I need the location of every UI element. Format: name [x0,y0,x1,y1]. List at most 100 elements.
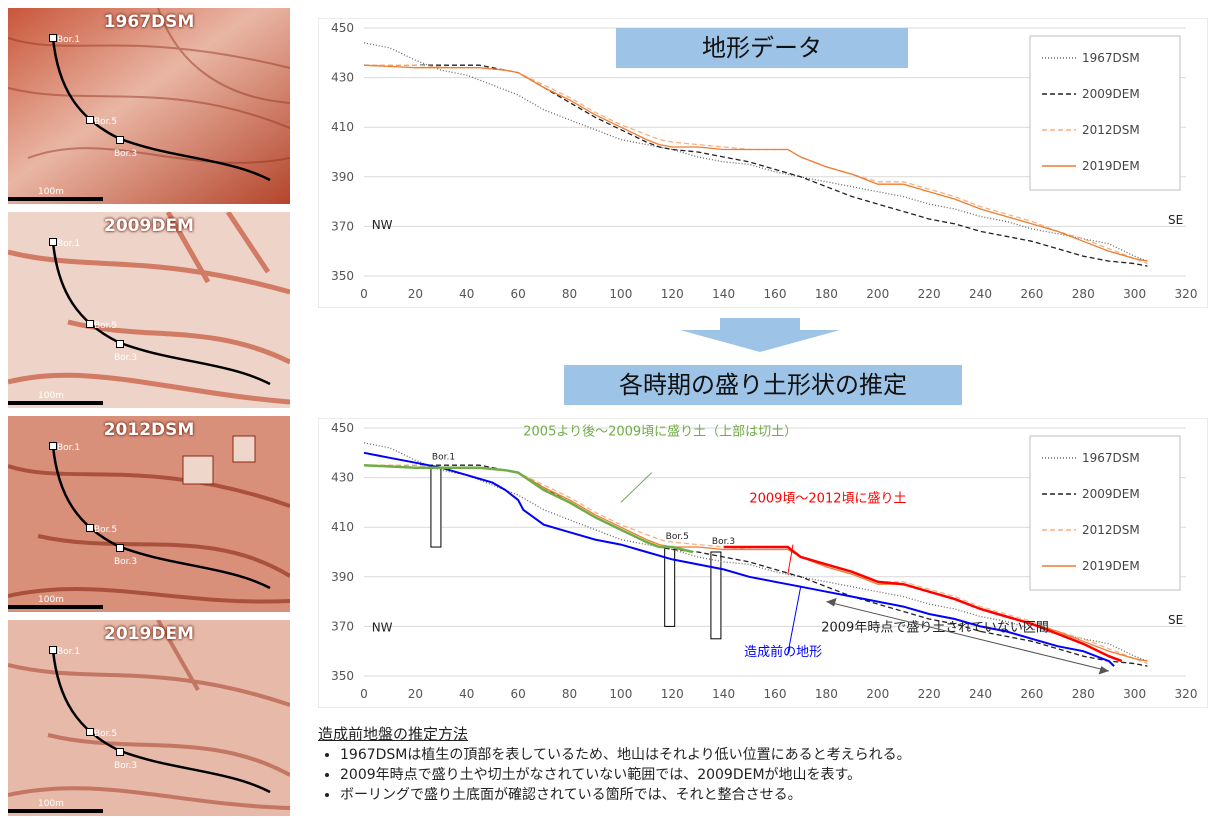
x-tick-label: 120 [661,687,684,701]
legend-label: 2009DEM [1082,487,1140,501]
boring-marker [49,34,57,42]
map-title: 2012DSM [103,420,195,440]
boring-label: Bor.1 [57,35,80,45]
x-tick-label: 160 [764,287,787,301]
x-tick-label: 240 [969,287,992,301]
map-title: 2009DEM [104,216,194,236]
series-line [363,442,1148,662]
arrow-head-icon [826,597,837,607]
y-tick-label: 450 [331,21,354,35]
x-tick-label: 240 [969,687,992,701]
legend-label: 2019DEM [1082,559,1140,573]
boring-marker [116,544,124,552]
method-list: 1967DSMは植生の頂部を表しているため、地山はそれより低い位置にあると考えら… [318,746,1198,805]
y-tick-label: 410 [331,120,354,134]
legend-box [1029,435,1181,591]
boring-box [430,467,442,548]
chart-title-terrain: 地形データ [616,28,908,68]
annotation-label: NW [372,218,393,232]
legend-label: 1967DSM [1082,451,1140,465]
x-tick-label: 200 [866,287,889,301]
boring-marker [116,748,124,756]
relief-map-2019: Bor.1 Bor.5 Bor.3 100m 2019DEM [8,620,290,816]
annotation-leader [787,586,802,654]
boring-marker [49,646,57,654]
map-title: 1967DSM [103,12,195,32]
annotation-label: 造成前の地形 [744,644,822,660]
x-tick-label: 260 [1020,287,1043,301]
boring-label: Bor.5 [94,321,117,331]
y-tick-label: 450 [331,421,354,435]
annotation-leader [787,544,794,575]
x-tick-label: 60 [510,687,525,701]
x-tick-label: 40 [459,687,474,701]
x-tick-label: 80 [562,687,577,701]
x-tick-label: 300 [1123,287,1146,301]
x-tick-label: 280 [1072,287,1095,301]
scale-label: 100m [38,595,64,605]
annotation-label: 2009頃～2012頃に盛り土 [749,491,906,506]
y-tick-label: 370 [331,219,354,233]
boring-marker [86,320,94,328]
y-tick-label: 390 [331,570,354,584]
series-line [364,464,1148,667]
y-tick-label: 370 [331,619,354,633]
x-tick-label: 220 [918,687,941,701]
annotation-label: NW [372,620,393,634]
y-tick-label: 430 [331,471,354,485]
x-tick-label: 160 [764,687,787,701]
boring-label: Bor.5 [94,117,117,127]
x-tick-label: 40 [459,287,474,301]
series-line [363,64,1148,262]
boring-label: Bor.1 [432,453,455,463]
method-title: 造成前地盤の推定方法 [318,725,469,743]
boring-box [710,551,722,640]
x-tick-label: 320 [1175,687,1198,701]
x-tick-label: 0 [360,687,368,701]
legend-label: 2019DEM [1082,159,1140,173]
legend-label: 2009DEM [1082,87,1140,101]
boring-marker [116,136,124,144]
legend-box [1029,35,1181,191]
x-tick-label: 280 [1072,687,1095,701]
boring-marker [49,238,57,246]
map-title: 2019DEM [104,624,194,644]
x-tick-label: 100 [609,287,632,301]
x-tick-label: 20 [408,687,423,701]
annotation-leader [620,472,653,503]
boring-label: Bor.3 [114,149,137,159]
legend-label: 2012DSM [1082,123,1140,137]
legend-label: 1967DSM [1082,51,1140,65]
x-tick-label: 220 [918,287,941,301]
boring-label: Bor.1 [57,239,80,249]
y-tick-label: 410 [331,520,354,534]
relief-map-2009: Bor.1 Bor.5 Bor.3 100m 2009DEM [8,212,290,408]
boring-label: Bor.1 [57,443,80,453]
boring-label: Bor.5 [94,525,117,535]
boring-label: Bor.3 [114,557,137,567]
x-tick-label: 120 [661,287,684,301]
fill-shape-estimate-chart: 350 370 390 410 430 450 0 20 40 60 80 100 120 140 160 1… [318,418,1208,708]
x-tick-label: 100 [609,687,632,701]
relief-map-1967: Bor.1 Bor.5 Bor.3 100m 1967DSM [8,8,290,204]
boring-label: Bor.1 [57,647,80,657]
y-tick-label: 390 [331,170,354,184]
range-arrow [826,601,1110,672]
x-tick-label: 60 [510,287,525,301]
relief-map-image: Bor.1 Bor.5 Bor.3 100m [8,620,290,816]
x-tick-label: 200 [866,687,889,701]
x-tick-label: 20 [408,287,423,301]
boring-label: Bor.5 [94,729,117,739]
y-tick-label: 350 [331,669,354,683]
series-line [363,451,1115,667]
annotation-label: 2005より後～2009頃に盛り土（上部は切土） [523,424,797,439]
annotation-label: SE [1168,213,1183,227]
scale-label: 100m [38,799,64,809]
scale-label: 100m [38,391,64,401]
x-tick-label: 140 [712,687,735,701]
x-tick-label: 0 [360,287,368,301]
relief-map-2012: Bor.1 Bor.5 Bor.3 100m 2012DSM [8,416,290,612]
legend-label: 2012DSM [1082,523,1140,537]
annotation-label: SE [1168,613,1183,627]
x-tick-label: 260 [1020,687,1043,701]
